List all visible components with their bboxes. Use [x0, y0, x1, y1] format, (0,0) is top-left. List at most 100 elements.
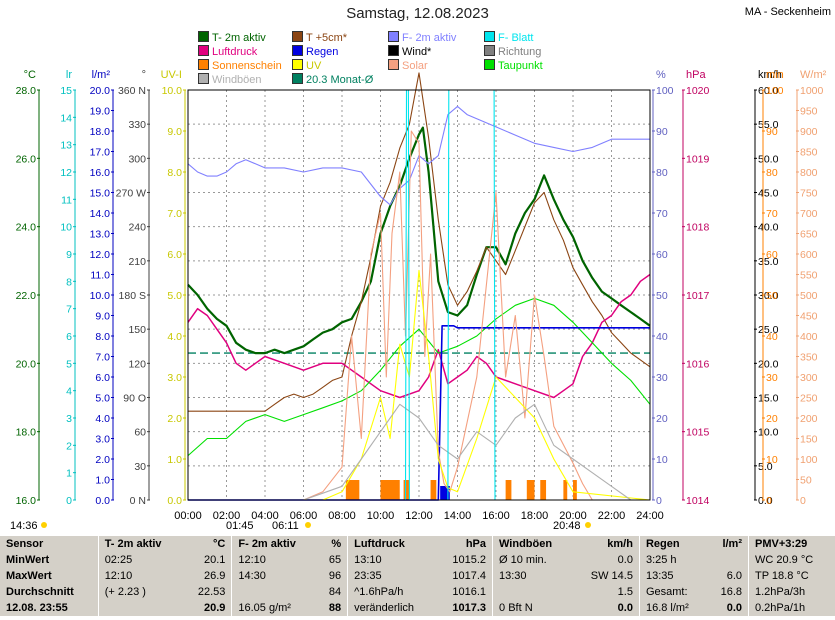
x-tick-label: 04:00 — [251, 510, 279, 522]
axis-tick-label: 20 — [656, 413, 668, 425]
stats-cell: Durchschnitt — [6, 586, 74, 598]
stats-cell: 13:10 — [347, 552, 437, 568]
stats-cell: 12:10 — [97, 568, 183, 584]
axis-tick-label: 1.0 — [95, 475, 110, 487]
sun-icon — [41, 522, 47, 528]
stats-cell: 16.8 — [720, 586, 742, 598]
axis-tick-label: 1 — [66, 468, 72, 480]
axis-tick-label: 650 — [800, 229, 818, 241]
axis-tick-label: 0 — [800, 495, 806, 507]
axis-tick-label: 13.0 — [90, 229, 111, 241]
axis-tick-label: 20 — [766, 413, 778, 425]
stats-row: MinWert 02:25 20.1 12:10 65 13:10 1015.2… — [0, 552, 835, 568]
axis-tick-label: 0 N — [130, 495, 146, 507]
axis-tick-label: 210 — [128, 256, 146, 268]
axis-tick-label: 0 — [656, 495, 662, 507]
axis-tick-label: 40 — [766, 331, 778, 343]
stats-cell: Gesamt: — [638, 584, 708, 600]
axis-tick-label: 0.0 — [758, 495, 773, 507]
axis-tick-label: 90 — [656, 126, 668, 138]
axis-tick-label: 40.0 — [758, 222, 779, 234]
legend-swatch — [388, 31, 399, 42]
axis-tick-label: 1014 — [686, 495, 710, 507]
axis-tick-label: 11 — [61, 194, 72, 206]
legend-label: Windböen — [212, 74, 262, 86]
axis-tick-label: 950 — [800, 106, 818, 118]
stats-cell: 22.53 — [197, 586, 226, 598]
sunrise-label: 06:11 — [272, 520, 299, 532]
axis-tick-label: 150 — [800, 434, 818, 446]
series-line — [188, 324, 650, 501]
axis-tick-label: 50 — [766, 290, 778, 302]
legend-swatch — [484, 45, 495, 56]
axis-tick-label: 270 W — [116, 188, 146, 200]
stats-cell: 65 — [328, 554, 342, 566]
stats-header: hPa — [465, 538, 487, 550]
axis-tick-label: 26.0 — [16, 153, 37, 165]
legend-item: Regen — [292, 45, 338, 58]
legend-label: Regen — [306, 46, 339, 58]
axis-tick-label: 15.0 — [90, 188, 111, 200]
axis-tick-label: 850 — [800, 147, 818, 159]
stats-cell: 20.9 — [203, 602, 226, 614]
x-tick-label: 20:00 — [559, 510, 587, 522]
axis-tick-label: 30 — [134, 461, 146, 473]
axis-tick-label: 0 — [766, 495, 772, 507]
stats-cell: (+ 2.23 ) — [97, 584, 183, 600]
axis-tick-label: 900 — [800, 126, 818, 138]
axis-tick-label: 2.0 — [95, 454, 110, 466]
stats-cell: 0 Bft N — [492, 600, 573, 616]
stats-header: F- 2m aktiv — [231, 536, 318, 552]
legend-item: Taupunkt — [484, 59, 543, 72]
axis-tick-label: 6.0 — [167, 249, 182, 261]
stats-cell: 16.8 l/m² — [638, 600, 708, 616]
axis-tick-label: 250 — [800, 393, 818, 405]
stats-header: km/h — [607, 538, 633, 550]
x-tick-label: 08:00 — [328, 510, 356, 522]
axis-tick-label: 3.0 — [95, 434, 110, 446]
stats-cell: MaxWert — [6, 570, 52, 582]
stats-header: PMV+3:29 — [748, 536, 835, 552]
axis-tick-label: 330 — [128, 119, 146, 131]
sunshine-bar — [430, 480, 437, 500]
axis-tick-label: 200 — [800, 413, 818, 425]
stats-cell: 0.0 — [617, 602, 633, 614]
stats-header: l/m² — [722, 538, 742, 550]
axis-tick-label: 3.0 — [167, 372, 182, 384]
axis-tick-label: 5 — [66, 358, 72, 370]
axis-tick-label: 8.0 — [95, 331, 110, 343]
axis-tick-label: 1.0 — [167, 454, 182, 466]
axis-tick-label: 350 — [800, 352, 818, 364]
axis-unit-label: hPa — [686, 69, 706, 81]
axis-tick-label: 13 — [60, 140, 72, 152]
axis-tick-label: 1020 — [686, 85, 710, 97]
axis-tick-label: 7.0 — [95, 352, 110, 364]
axis-tick-label: 15.0 — [758, 393, 779, 405]
axis-tick-label: 7 — [66, 304, 72, 316]
axis-tick-label: 18.0 — [16, 427, 37, 439]
sunshine-bar — [380, 480, 400, 500]
moonrise-label: 01:45 — [226, 520, 254, 532]
axis-tick-label: 100 — [800, 454, 818, 466]
weather-chart: Samstag, 12.08.2023 MA - Seckenheim T- 2… — [10, 5, 831, 532]
axis-tick-label: 28.0 — [16, 85, 37, 97]
sun-icon — [305, 522, 311, 528]
sunshine-bar — [540, 480, 547, 500]
axis-unit-label: W/m² — [800, 69, 827, 81]
sunshine-bar — [505, 480, 512, 500]
stats-cell: 1016.1 — [452, 586, 487, 598]
stats-cell: 1017.4 — [452, 570, 487, 582]
axis-tick-label: 80 — [656, 167, 668, 179]
axis-tick-label: 5.0 — [95, 393, 110, 405]
stats-header: °C — [213, 538, 226, 550]
stats-cell: 23:35 — [347, 568, 437, 584]
legend-label: F- Blatt — [498, 32, 534, 44]
axis-tick-label: 0.0 — [95, 495, 110, 507]
x-tick-label: 00:00 — [174, 510, 202, 522]
stats-cell: 1015.2 — [452, 554, 487, 566]
axis-tick-label: 9.0 — [95, 311, 110, 323]
axis-tick-label: 450 — [800, 311, 818, 323]
axis-tick-label: 50 — [800, 475, 812, 487]
axis-tick-label: 70 — [656, 208, 668, 220]
stats-row: 12.08. 23:55 20.9 16.05 g/m² 88 veränder… — [0, 600, 835, 616]
